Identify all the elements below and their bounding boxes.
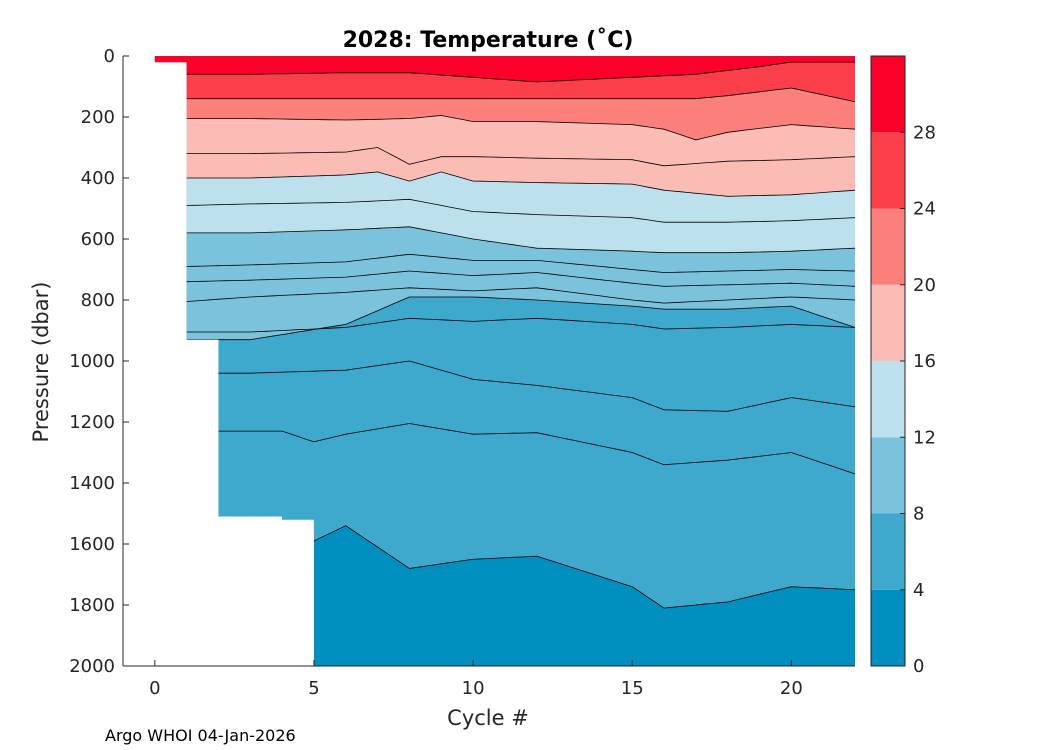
colorbar-tick-label: 20 xyxy=(913,275,936,296)
colorbar-band-24-28 xyxy=(871,132,905,209)
colorbar-tick-label: 28 xyxy=(913,122,936,143)
plot-area: 0 200 400 600 800 1000 1200 1400 1600 1800 2000 0 5 1… xyxy=(69,46,856,699)
x-tick-label: 20 xyxy=(780,678,803,699)
colorbar: 0 4 8 12 16 20 24 28 xyxy=(870,55,936,677)
y-tick-label: 1600 xyxy=(69,534,115,555)
y-tick-label: 2000 xyxy=(69,656,115,677)
isoline-8 xyxy=(154,147,856,167)
band-fill-28-32 xyxy=(154,56,855,82)
colorbar-tick-label: 4 xyxy=(913,580,924,601)
isotherm-20-line xyxy=(154,115,856,141)
isotherm-12-line xyxy=(154,226,856,254)
y-tick-label: 1000 xyxy=(69,351,115,372)
isoline-5 xyxy=(154,270,856,287)
y-tick-label: 1400 xyxy=(69,473,115,494)
y-axis-label: Pressure (dbar) xyxy=(29,282,53,443)
x-tick-label: 0 xyxy=(149,678,160,699)
colorbar-tick-label: 24 xyxy=(913,199,936,220)
isotherm-24-line xyxy=(154,84,856,103)
colorbar-tick-label: 12 xyxy=(913,427,936,448)
colorbar-band-4-8 xyxy=(871,513,905,590)
colorbar-band-28-32 xyxy=(871,56,905,133)
chart-title: 2028: Temperature (˚C) xyxy=(343,28,634,53)
colorbar-band-12-16 xyxy=(871,361,905,438)
isotherm-16-line xyxy=(154,171,856,197)
y-tick-label: 600 xyxy=(81,229,115,250)
isoline-6 xyxy=(154,253,856,273)
isoline-3 xyxy=(154,317,856,333)
y-tick-label: 1200 xyxy=(69,412,115,433)
x-axis-label: Cycle # xyxy=(447,706,529,730)
y-tick-label: 800 xyxy=(81,290,115,311)
colorbar-tick-label: 8 xyxy=(913,504,924,525)
y-tick-label: 1800 xyxy=(69,595,115,616)
y-tick-label: 400 xyxy=(81,168,115,189)
isoline-2 xyxy=(154,423,856,475)
x-tick-label: 15 xyxy=(621,678,644,699)
isotherm-28-line xyxy=(154,61,855,83)
colorbar-tick-label: 16 xyxy=(913,351,936,372)
y-tick-label: 0 xyxy=(104,46,115,67)
isoline-4 xyxy=(154,287,856,304)
colorbar-band-0-4 xyxy=(871,589,905,666)
isoline-7 xyxy=(154,198,856,223)
x-tick-label: 5 xyxy=(308,678,319,699)
colorbar-band-16-20 xyxy=(871,284,905,361)
isotherm-8-line xyxy=(154,296,856,341)
colorbar-tick-label: 0 xyxy=(913,656,924,677)
footer-credit: Argo WHOI 04-Jan-2026 xyxy=(105,726,296,745)
y-tick-label: 200 xyxy=(81,107,115,128)
isoline-1 xyxy=(154,360,856,412)
colorbar-band-20-24 xyxy=(871,208,905,285)
x-tick-label: 10 xyxy=(462,678,485,699)
colorbar-band-8-12 xyxy=(871,437,905,514)
